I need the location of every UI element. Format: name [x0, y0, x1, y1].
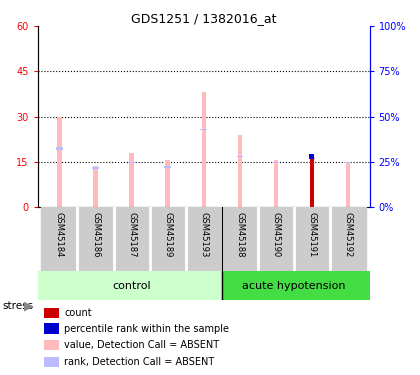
Bar: [129, 153, 134, 207]
Text: value, Detection Call = ABSENT: value, Detection Call = ABSENT: [64, 340, 220, 350]
Bar: [150, 207, 186, 271]
Text: percentile rank within the sample: percentile rank within the sample: [64, 324, 229, 334]
Bar: [200, 129, 207, 130]
Text: GSM45188: GSM45188: [235, 212, 244, 258]
Bar: [294, 207, 330, 271]
Bar: [129, 162, 135, 163]
Bar: [113, 207, 150, 271]
Bar: [165, 160, 170, 207]
Title: GDS1251 / 1382016_at: GDS1251 / 1382016_at: [131, 12, 276, 25]
Bar: [42, 207, 77, 271]
Text: GSM45187: GSM45187: [127, 212, 136, 258]
Bar: [77, 207, 113, 271]
Text: GSM45192: GSM45192: [344, 212, 352, 257]
Bar: [274, 160, 278, 207]
Text: rank, Detection Call = ABSENT: rank, Detection Call = ABSENT: [64, 357, 215, 367]
Bar: [346, 162, 350, 207]
Bar: [92, 167, 99, 169]
Text: GSM45189: GSM45189: [163, 212, 172, 257]
Bar: [38, 271, 222, 300]
Text: GSM45186: GSM45186: [91, 212, 100, 258]
Text: GSM45184: GSM45184: [55, 212, 64, 257]
Text: stress: stress: [2, 301, 33, 310]
Text: count: count: [64, 308, 92, 318]
Text: GSM45190: GSM45190: [271, 212, 280, 257]
Bar: [45, 357, 59, 368]
Text: GSM45191: GSM45191: [307, 212, 316, 257]
Bar: [186, 207, 222, 271]
Bar: [310, 159, 314, 207]
Bar: [56, 147, 63, 150]
Bar: [45, 308, 59, 318]
Bar: [236, 156, 243, 157]
Bar: [309, 157, 315, 159]
Bar: [238, 135, 242, 207]
Bar: [330, 207, 366, 271]
Bar: [309, 154, 315, 159]
Bar: [310, 159, 314, 207]
Bar: [273, 162, 279, 163]
Text: control: control: [112, 281, 151, 291]
Bar: [258, 207, 294, 271]
Bar: [202, 93, 206, 207]
Bar: [93, 166, 98, 207]
Bar: [45, 340, 59, 350]
Bar: [164, 166, 171, 168]
Text: acute hypotension: acute hypotension: [242, 281, 346, 291]
Text: GSM45193: GSM45193: [199, 212, 208, 257]
Bar: [45, 323, 59, 334]
Text: ▶: ▶: [24, 300, 34, 313]
Bar: [222, 271, 370, 300]
Bar: [345, 162, 351, 163]
Bar: [222, 207, 258, 271]
Bar: [57, 117, 62, 207]
